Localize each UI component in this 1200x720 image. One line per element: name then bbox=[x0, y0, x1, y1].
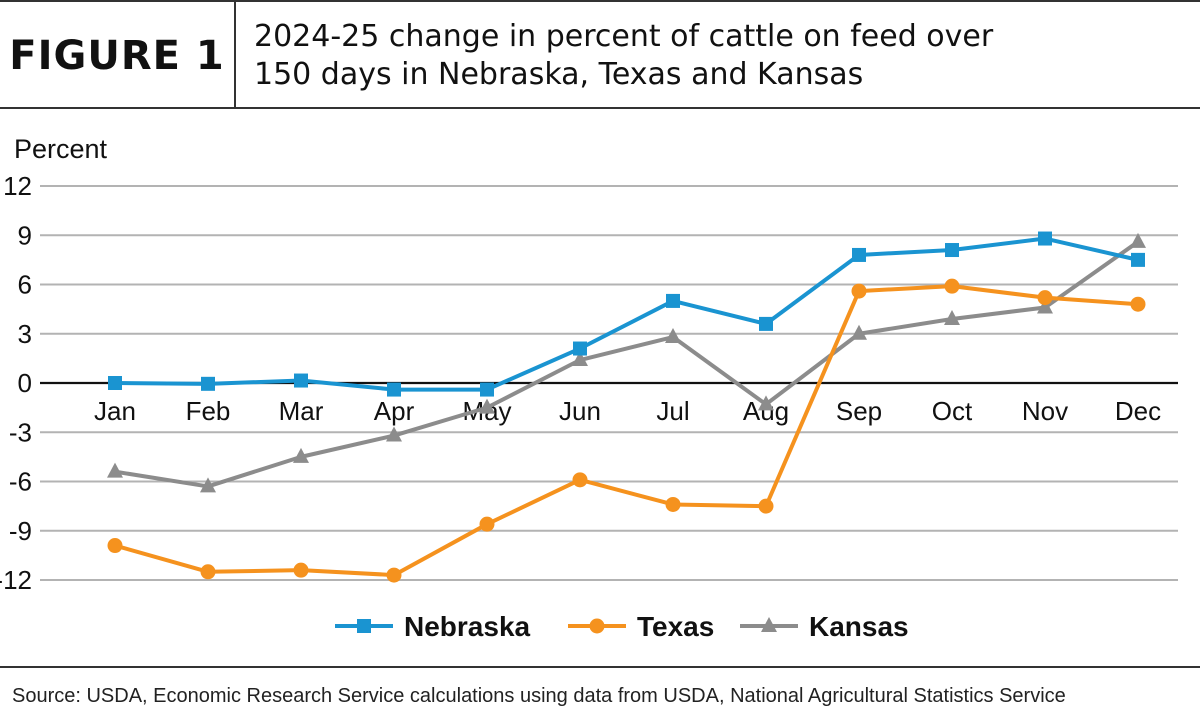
legend-item-kansas: Kansas bbox=[740, 611, 909, 642]
data-point-nebraska bbox=[480, 382, 494, 397]
data-point-kansas bbox=[200, 477, 216, 493]
data-point-nebraska bbox=[1038, 231, 1052, 246]
x-tick-labels: JanFebMarAprMayJunJulAugSepOctNovDec bbox=[94, 396, 1161, 426]
data-point-kansas bbox=[1130, 232, 1146, 248]
legend-swatch-marker bbox=[589, 618, 605, 634]
data-point-texas bbox=[107, 538, 123, 554]
bottom-rule bbox=[0, 666, 1200, 668]
figure-header: FIGURE 1 2024-25 change in percent of ca… bbox=[0, 2, 1200, 109]
x-tick-label: Jun bbox=[559, 396, 601, 426]
data-point-texas bbox=[293, 562, 309, 578]
data-point-texas bbox=[479, 516, 495, 532]
data-point-nebraska bbox=[759, 316, 773, 331]
data-point-texas bbox=[386, 567, 402, 583]
legend-swatch-marker bbox=[357, 619, 371, 633]
data-point-kansas bbox=[944, 309, 960, 325]
data-point-kansas bbox=[572, 351, 588, 367]
y-tick-labels: 12 9 6 3 0 -3 -6 -9 -12 bbox=[0, 171, 32, 595]
data-point-nebraska bbox=[294, 373, 308, 388]
data-point-texas bbox=[200, 564, 216, 580]
data-point-texas bbox=[851, 283, 867, 299]
y-tick-label: 3 bbox=[18, 319, 32, 349]
top-rule bbox=[0, 0, 1200, 2]
legend-item-nebraska: Nebraska bbox=[335, 611, 531, 642]
y-axis-label: Percent bbox=[14, 134, 108, 164]
data-point-kansas bbox=[293, 447, 309, 463]
y-tick-label: 6 bbox=[18, 270, 32, 300]
x-tick-label: Dec bbox=[1115, 396, 1161, 426]
legend: Nebraska Texas Kansas bbox=[335, 611, 909, 642]
series-line-kansas bbox=[113, 239, 1140, 489]
data-point-nebraska bbox=[108, 376, 122, 390]
data-point-texas bbox=[758, 498, 774, 514]
x-tick-label: Jan bbox=[94, 396, 136, 426]
chart-title-line-2: 150 days in Nebraska, Texas and Kansas bbox=[254, 56, 864, 92]
data-point-nebraska bbox=[1131, 252, 1145, 267]
series-line-texas bbox=[113, 284, 1140, 578]
data-point-kansas bbox=[386, 426, 402, 442]
y-tick-label: 9 bbox=[18, 220, 32, 250]
data-point-nebraska bbox=[201, 376, 215, 391]
legend-label: Nebraska bbox=[404, 611, 531, 642]
data-point-nebraska bbox=[666, 293, 680, 308]
data-point-kansas bbox=[107, 462, 123, 478]
y-tick-label: -12 bbox=[0, 565, 32, 595]
x-tick-label: Mar bbox=[279, 396, 324, 426]
source-note: Source: USDA, Economic Research Service … bbox=[12, 685, 1066, 707]
series-texas bbox=[107, 278, 1146, 583]
data-point-texas bbox=[944, 278, 960, 294]
data-point-texas bbox=[1130, 296, 1146, 312]
x-tick-label: Apr bbox=[374, 396, 415, 426]
y-tick-label: 12 bbox=[3, 171, 32, 201]
header-rule bbox=[0, 107, 1200, 109]
data-point-kansas bbox=[758, 395, 774, 411]
x-tick-label: Oct bbox=[932, 396, 973, 426]
y-tick-label: -9 bbox=[9, 516, 32, 546]
x-tick-label: Sep bbox=[836, 396, 882, 426]
y-tick-label: -3 bbox=[9, 417, 32, 447]
y-tick-label: 0 bbox=[18, 368, 32, 398]
series-nebraska bbox=[108, 231, 1145, 397]
data-point-kansas bbox=[665, 328, 681, 344]
legend-swatch-marker bbox=[761, 617, 777, 632]
chart-title-line-1: 2024-25 change in percent of cattle on f… bbox=[254, 18, 994, 54]
series-layer bbox=[107, 231, 1146, 583]
data-point-nebraska bbox=[852, 247, 866, 262]
data-point-nebraska bbox=[945, 243, 959, 258]
data-point-texas bbox=[665, 496, 681, 512]
figure-label: FIGURE 1 bbox=[0, 2, 236, 109]
x-tick-label: Feb bbox=[186, 396, 231, 426]
y-tick-label: -6 bbox=[9, 467, 32, 497]
data-point-texas bbox=[1037, 290, 1053, 306]
data-point-nebraska bbox=[387, 382, 401, 397]
legend-label: Kansas bbox=[809, 611, 909, 642]
x-tick-label: Nov bbox=[1022, 396, 1068, 426]
legend-label: Texas bbox=[637, 611, 714, 642]
x-tick-label: Jul bbox=[656, 396, 689, 426]
data-point-kansas bbox=[851, 324, 867, 340]
series-line-nebraska bbox=[113, 236, 1140, 392]
data-point-texas bbox=[572, 472, 588, 488]
chart-title: 2024-25 change in percent of cattle on f… bbox=[236, 2, 1200, 109]
data-point-kansas bbox=[1037, 298, 1053, 314]
data-point-kansas bbox=[479, 398, 495, 414]
series-kansas bbox=[107, 232, 1146, 493]
legend-item-texas: Texas bbox=[568, 611, 714, 642]
data-point-nebraska bbox=[573, 341, 587, 356]
